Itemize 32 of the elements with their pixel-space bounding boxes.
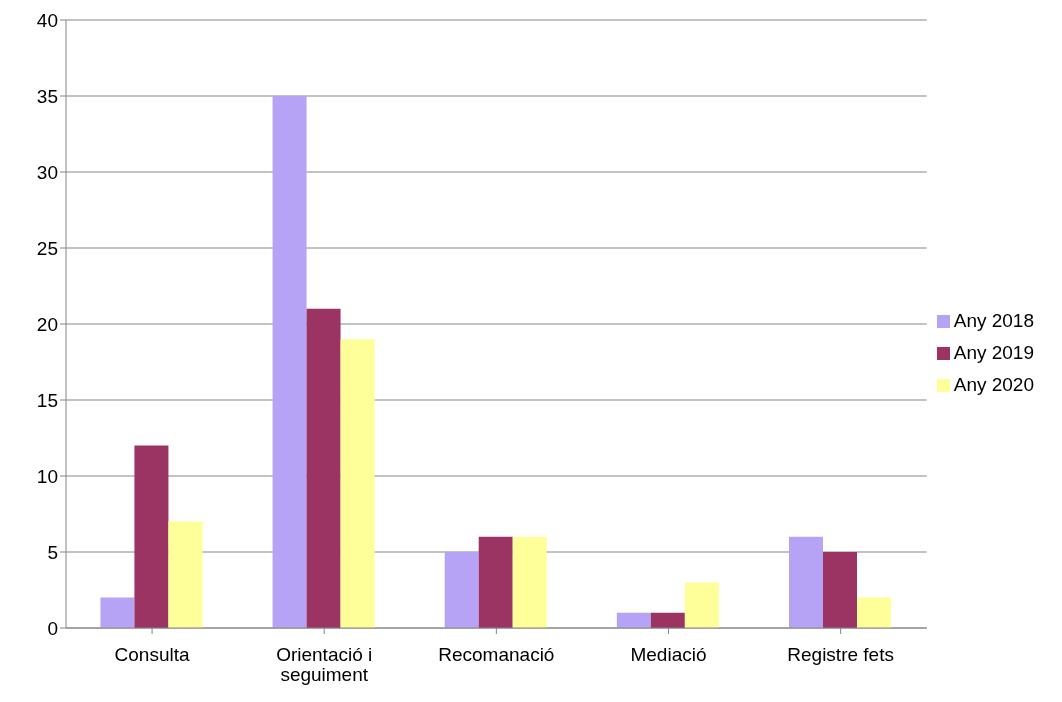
legend-label: Any 2020 (953, 374, 1034, 395)
y-tick-label: 30 (36, 161, 58, 183)
y-tick-label: 5 (47, 541, 58, 563)
y-tick-label: 15 (36, 389, 58, 411)
y-tick-label: 20 (36, 313, 58, 335)
x-tick-label: Mediació (630, 644, 707, 666)
bar (822, 552, 857, 628)
legend-label: Any 2018 (953, 310, 1034, 331)
bar (168, 521, 203, 628)
y-tick-label: 0 (47, 617, 58, 639)
bar (478, 536, 513, 628)
y-tick-label: 40 (36, 9, 58, 31)
bar (856, 597, 891, 628)
bar (134, 445, 169, 628)
x-tick-label: Registre fets (787, 644, 894, 666)
x-tick-label: Recomanació (438, 644, 555, 666)
bar (100, 597, 135, 628)
x-tick-label: Orientació i seguiment (276, 644, 373, 686)
bar (272, 96, 307, 628)
bar (306, 308, 341, 628)
bar (684, 582, 719, 628)
bar (340, 339, 375, 628)
bar (788, 536, 823, 628)
legend-label: Any 2019 (953, 342, 1034, 363)
y-tick-label: 25 (36, 237, 58, 259)
bar (512, 536, 547, 628)
x-tick-label: Consulta (114, 644, 190, 666)
bar (616, 612, 651, 628)
y-tick-label: 35 (36, 85, 58, 107)
y-tick-label: 10 (36, 465, 58, 487)
bar (650, 612, 685, 628)
bar (444, 552, 479, 628)
